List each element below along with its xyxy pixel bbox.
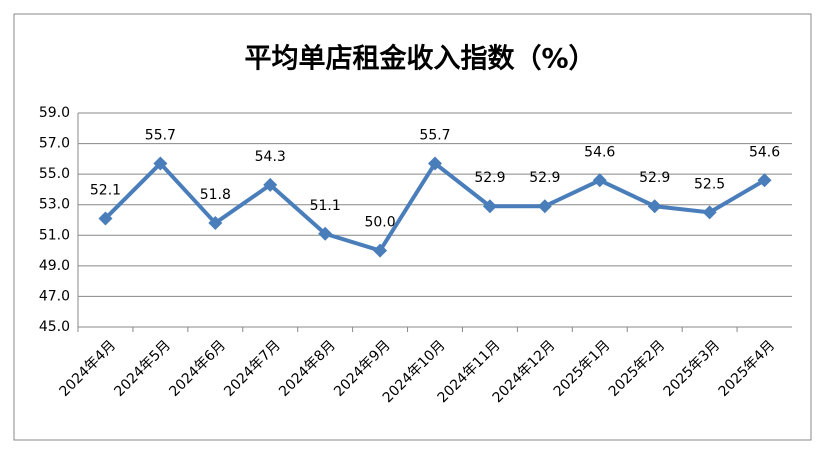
chart-border [13, 13, 812, 441]
marker [318, 226, 333, 241]
y-tick-label: 49.0 [39, 258, 70, 274]
y-tick-label: 57.0 [39, 136, 70, 152]
data-label: 52.9 [639, 170, 670, 186]
marker [647, 199, 662, 214]
data-label: 51.1 [310, 198, 341, 214]
data-label: 52.9 [529, 170, 560, 186]
data-label: 50.0 [364, 215, 395, 231]
y-tick-label: 47.0 [39, 288, 70, 304]
y-tick-label: 51.0 [39, 227, 70, 243]
marker [373, 243, 388, 258]
data-label: 52.9 [474, 170, 505, 186]
marker [702, 205, 717, 220]
marker [98, 211, 113, 226]
marker [428, 156, 442, 171]
y-tick-label: 53.0 [39, 197, 70, 213]
marker [208, 216, 223, 231]
data-label: 55.7 [145, 127, 176, 143]
data-label: 54.3 [255, 149, 286, 165]
y-tick-label: 59.0 [39, 105, 70, 121]
y-tick-label: 55.0 [39, 166, 70, 182]
data-label: 52.5 [694, 176, 725, 192]
data-label: 55.7 [419, 127, 450, 143]
marker [757, 173, 772, 188]
marker [592, 173, 607, 188]
data-label: 54.6 [749, 144, 780, 160]
marker [482, 199, 497, 214]
data-label: 52.1 [90, 182, 121, 198]
marker [153, 156, 168, 171]
marker [263, 177, 278, 192]
data-label: 51.8 [200, 187, 231, 203]
marker [537, 199, 552, 214]
y-tick-label: 45.0 [39, 319, 70, 335]
chart-title: 平均单店租金收入指数（%） [244, 43, 595, 75]
data-label: 54.6 [584, 144, 615, 160]
